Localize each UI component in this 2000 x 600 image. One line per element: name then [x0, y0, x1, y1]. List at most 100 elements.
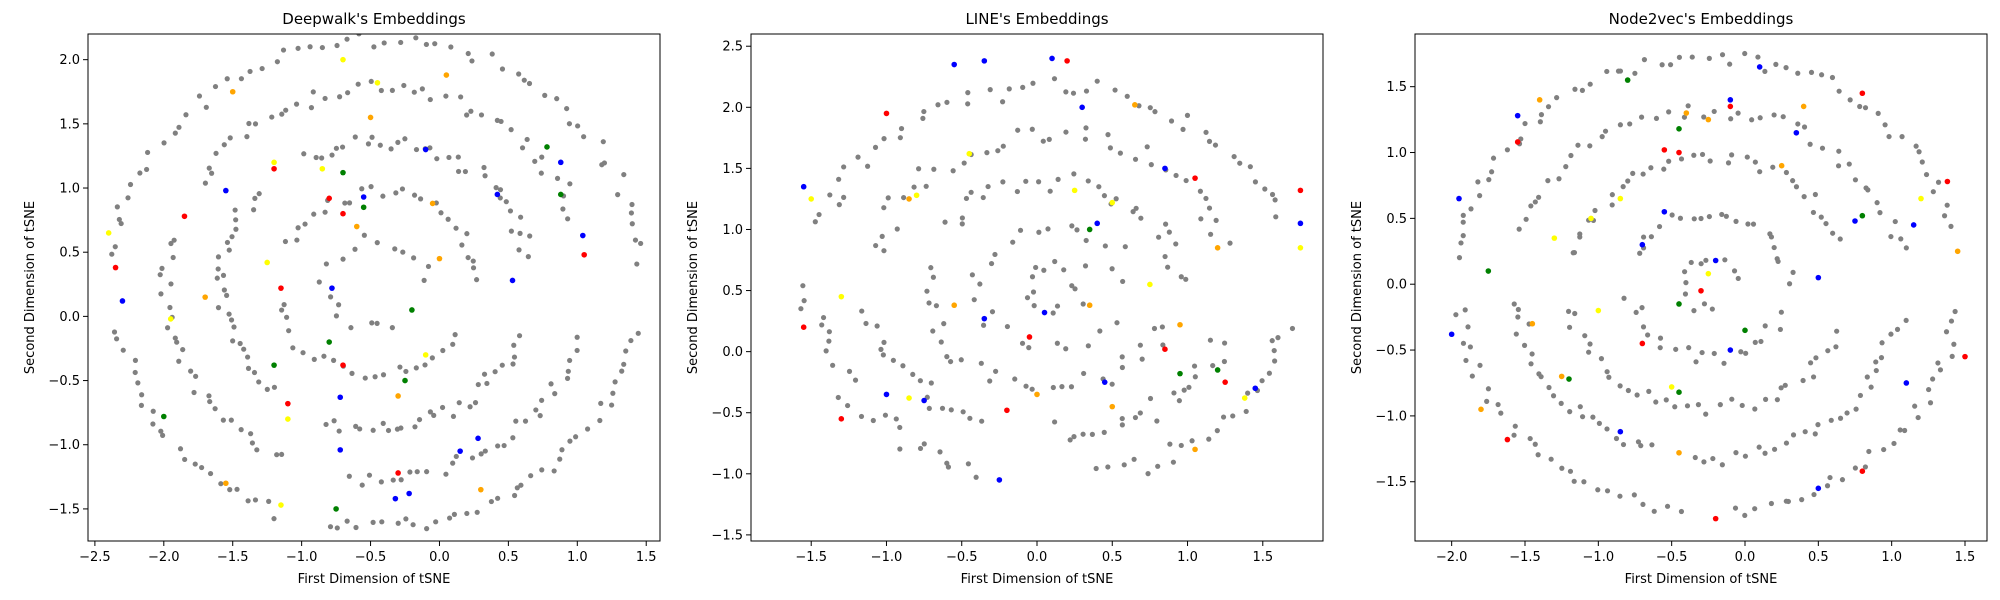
- data-point: [221, 287, 227, 293]
- data-point-blue: [1252, 385, 1259, 392]
- data-point: [1771, 446, 1778, 452]
- data-point-orange: [906, 196, 912, 202]
- data-point: [1800, 377, 1806, 384]
- x-tick-label: 1.5: [636, 550, 657, 565]
- y-tick-label: 1.0: [1386, 146, 1407, 161]
- data-point: [1170, 459, 1177, 465]
- data-point: [1631, 492, 1637, 498]
- data-point: [421, 277, 427, 283]
- data-point: [1935, 179, 1942, 185]
- data-point: [1259, 378, 1265, 384]
- data-point: [368, 78, 374, 85]
- data-point-orange: [395, 393, 401, 399]
- data-point: [1625, 178, 1631, 184]
- data-point: [413, 35, 419, 41]
- data-point: [493, 185, 499, 191]
- data-point: [264, 386, 270, 392]
- data-point: [1069, 283, 1075, 289]
- y-tick-label: 0.5: [1386, 212, 1407, 227]
- data-point: [885, 195, 891, 201]
- data-point: [345, 90, 351, 96]
- data-point-orange: [1529, 320, 1536, 327]
- data-point: [1556, 176, 1562, 182]
- data-point: [900, 363, 906, 369]
- data-point: [924, 288, 930, 294]
- data-point: [1853, 406, 1859, 412]
- y-tick-label: −1.0: [1375, 409, 1407, 424]
- x-tick-label: −1.5: [217, 550, 249, 565]
- data-point: [1055, 176, 1061, 182]
- data-point: [249, 440, 256, 446]
- data-point: [478, 112, 485, 118]
- data-point: [897, 446, 903, 452]
- data-point-blue: [981, 315, 988, 322]
- chart-title: Deepwalk's Embeddings: [282, 10, 466, 28]
- data-point-orange: [1683, 110, 1690, 116]
- data-point: [1875, 110, 1881, 116]
- data-point: [492, 369, 498, 375]
- data-point-green: [1177, 370, 1183, 377]
- data-point: [1460, 219, 1466, 225]
- data-point: [481, 371, 488, 377]
- data-point: [992, 251, 998, 258]
- data-point: [1768, 500, 1775, 507]
- data-point: [835, 394, 841, 401]
- data-point: [1886, 133, 1892, 140]
- data-point: [1131, 456, 1137, 462]
- data-point: [456, 400, 462, 406]
- y-tick-label: −1.5: [1375, 475, 1407, 490]
- x-tick-label: −0.5: [355, 550, 387, 565]
- data-point: [1582, 333, 1588, 339]
- data-point: [1072, 286, 1078, 292]
- data-point: [170, 254, 176, 261]
- data-point: [1119, 354, 1125, 360]
- data-point-orange: [1086, 302, 1093, 309]
- data-point: [1731, 268, 1738, 274]
- data-point: [1024, 295, 1031, 301]
- y-tick-label: 2.0: [59, 53, 80, 68]
- data-point: [381, 40, 387, 46]
- data-point: [469, 455, 476, 461]
- data-point: [816, 211, 822, 218]
- data-point: [472, 400, 479, 406]
- data-point-yellow: [1297, 244, 1304, 251]
- data-point: [1699, 151, 1706, 158]
- data-point: [1721, 360, 1727, 366]
- data-point-red: [1962, 353, 1968, 360]
- data-point: [1733, 450, 1739, 456]
- data-point: [1819, 145, 1826, 151]
- y-tick-label: −0.5: [48, 374, 80, 389]
- data-point: [427, 409, 433, 415]
- data-point: [632, 237, 639, 243]
- data-point: [1790, 432, 1797, 438]
- data-point: [1948, 318, 1955, 324]
- data-point: [1926, 386, 1932, 393]
- data-point: [1208, 231, 1214, 237]
- data-point-blue: [1041, 309, 1048, 316]
- data-point: [311, 211, 317, 217]
- data-point: [353, 423, 359, 429]
- data-point-yellow: [105, 230, 112, 236]
- data-point: [1587, 143, 1593, 149]
- data-point: [1919, 159, 1925, 165]
- data-point: [1807, 141, 1813, 147]
- data-point-green: [544, 144, 550, 150]
- data-point: [159, 265, 165, 271]
- data-point: [1206, 205, 1213, 211]
- data-point: [370, 427, 376, 433]
- data-point: [978, 360, 984, 366]
- data-point: [1941, 213, 1948, 219]
- data-point: [538, 170, 544, 176]
- data-point: [1815, 422, 1821, 428]
- data-point: [1732, 505, 1739, 511]
- data-point: [429, 355, 435, 361]
- data-point: [1538, 112, 1545, 118]
- data-point: [1738, 349, 1744, 355]
- data-point-blue: [223, 187, 229, 194]
- data-point: [1810, 209, 1817, 216]
- data-point: [1528, 203, 1534, 209]
- data-point: [1633, 309, 1639, 316]
- data-point: [1047, 188, 1053, 194]
- y-tick-label: −1.5: [48, 502, 80, 517]
- data-point: [1943, 329, 1950, 335]
